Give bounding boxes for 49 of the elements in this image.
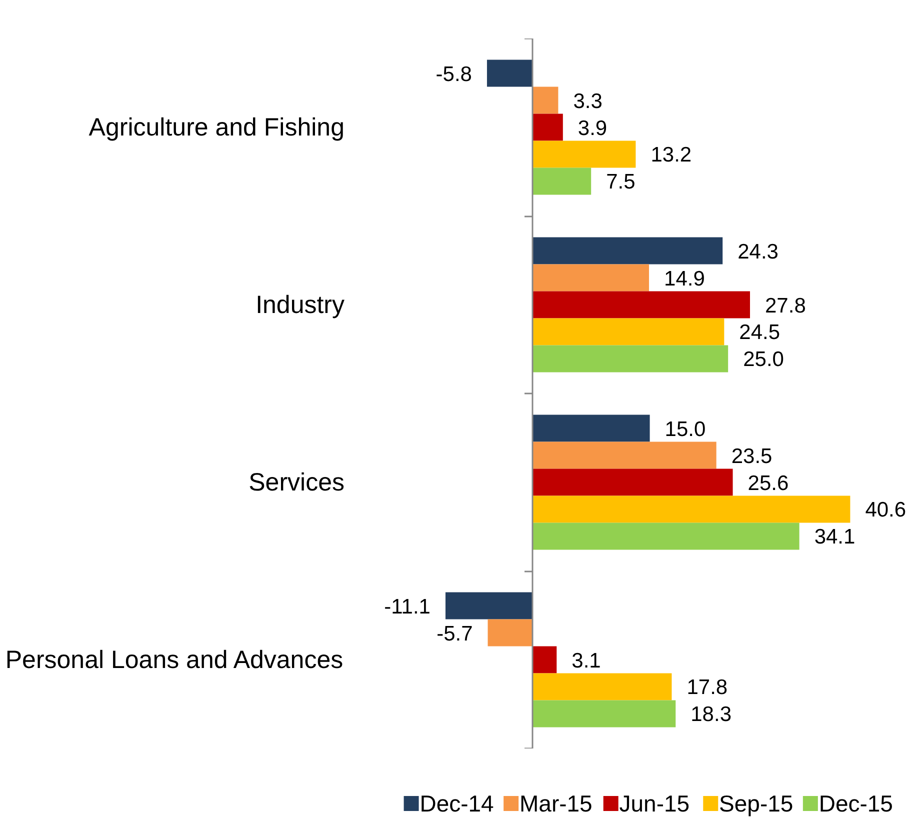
legend-label: Dec-15 (818, 790, 893, 816)
y-tick-label: Services (248, 468, 345, 496)
data-label: 27.8 (765, 294, 806, 318)
legend-label: Mar-15 (519, 790, 592, 816)
bar (532, 442, 716, 469)
data-label: 3.9 (578, 116, 608, 140)
bar (488, 619, 532, 646)
bar (532, 237, 723, 264)
data-label: -11.1 (384, 595, 430, 618)
bar (532, 700, 676, 728)
legend-label: Dec-14 (420, 790, 494, 816)
bar (532, 318, 724, 346)
y-tick-label: Agriculture and Fishing (88, 113, 345, 142)
bar (532, 168, 592, 195)
bar (532, 114, 563, 141)
bar (486, 60, 532, 87)
legend-label: Sep-15 (719, 790, 794, 816)
bar (532, 468, 733, 496)
bar (532, 345, 728, 372)
y-tick-label: Industry (256, 290, 345, 319)
data-label: 18.3 (690, 703, 732, 726)
legend-label: Jun-15 (619, 790, 690, 816)
bar (445, 592, 532, 620)
data-label: -5.8 (436, 62, 472, 86)
bar (532, 86, 558, 114)
bar (532, 646, 557, 674)
bar (532, 522, 800, 550)
data-label: 23.5 (731, 444, 772, 468)
data-label: 24.3 (738, 240, 778, 264)
data-label: 17.8 (686, 676, 728, 700)
bar (532, 414, 650, 442)
bar (532, 673, 672, 700)
data-label: 40.6 (865, 498, 906, 522)
data-label: 24.5 (739, 321, 780, 344)
bar (532, 291, 750, 318)
bar (532, 264, 650, 292)
data-label: 7.5 (606, 170, 636, 194)
data-label: 13.2 (650, 144, 692, 167)
y-tick-label: Personal Loans and Advances (5, 646, 344, 674)
data-label: 25.0 (743, 348, 784, 372)
bar (532, 140, 636, 168)
bar (532, 496, 850, 523)
data-label: 14.9 (664, 267, 705, 290)
data-label: 34.1 (814, 526, 856, 549)
data-label: 3.1 (572, 649, 601, 672)
data-label: 3.3 (573, 90, 602, 113)
data-label: 15.0 (664, 418, 706, 441)
data-label: -5.7 (436, 622, 473, 646)
data-label: 25.6 (748, 472, 789, 495)
